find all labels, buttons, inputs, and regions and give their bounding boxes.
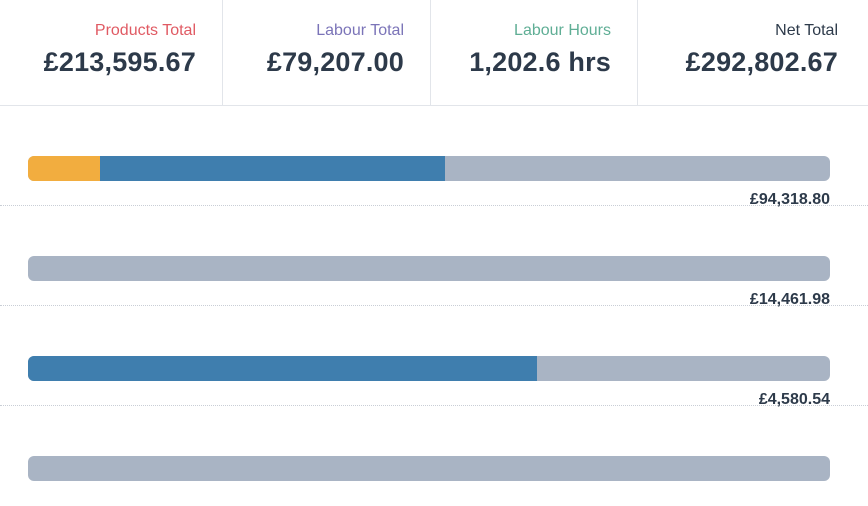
row-amount: £14,461.98: [749, 291, 830, 308]
cost-bar: [28, 356, 830, 381]
net-total-label: Net Total: [775, 22, 838, 39]
products-total-stat: Products Total £213,595.67: [0, 0, 223, 105]
labour-segment: [100, 156, 446, 181]
cost-bar: [28, 256, 830, 281]
list-item[interactable]: £94,318.80: [0, 106, 868, 208]
list-item[interactable]: £4,580.54: [0, 306, 868, 408]
labour-hours-stat: Labour Hours 1,202.6 hrs: [431, 0, 638, 105]
net-total-value: £292,802.67: [685, 47, 838, 77]
row-amount: £94,318.80: [749, 191, 830, 208]
row-amount: £4,580.54: [758, 391, 830, 408]
net-total-stat: Net Total £292,802.67: [638, 0, 868, 105]
labour-total-label: Labour Total: [316, 22, 404, 39]
cost-bar: [28, 156, 830, 181]
summary-stats: Products Total £213,595.67 Labour Total …: [0, 0, 868, 106]
list-item[interactable]: £14,461.98: [0, 206, 868, 308]
labour-total-stat: Labour Total £79,207.00: [223, 0, 431, 105]
products-segment: [28, 156, 101, 181]
products-total-value: £213,595.67: [43, 47, 196, 77]
cost-breakdown-list: £94,318.80 £14,461.98 £4,580.54: [0, 106, 868, 506]
list-item[interactable]: [0, 406, 868, 506]
labour-segment: [28, 356, 538, 381]
labour-hours-value: 1,202.6 hrs: [469, 47, 611, 77]
cost-bar: [28, 456, 830, 481]
products-total-label: Products Total: [94, 22, 196, 39]
labour-hours-label: Labour Hours: [514, 22, 611, 39]
labour-total-value: £79,207.00: [266, 47, 404, 77]
